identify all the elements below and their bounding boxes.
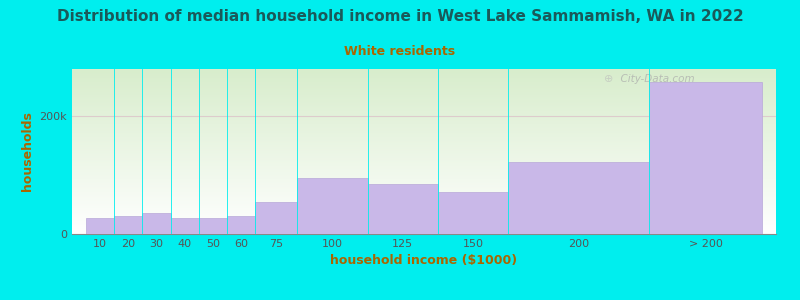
Bar: [255, 202, 298, 234]
Y-axis label: households: households: [21, 112, 34, 191]
Bar: [198, 218, 227, 234]
X-axis label: household income ($1000): household income ($1000): [330, 254, 518, 267]
Bar: [298, 178, 368, 234]
Text: City-Data.com: City-Data.com: [614, 74, 694, 84]
Bar: [509, 162, 650, 234]
Bar: [227, 216, 255, 234]
Bar: [650, 82, 762, 234]
Bar: [142, 213, 170, 234]
Bar: [368, 184, 438, 234]
Bar: [114, 216, 142, 234]
Text: Distribution of median household income in West Lake Sammamish, WA in 2022: Distribution of median household income …: [57, 9, 743, 24]
Text: ⊕: ⊕: [603, 74, 613, 84]
Bar: [86, 218, 114, 234]
Text: White residents: White residents: [345, 45, 455, 58]
Bar: [170, 218, 198, 234]
Bar: [438, 192, 509, 234]
